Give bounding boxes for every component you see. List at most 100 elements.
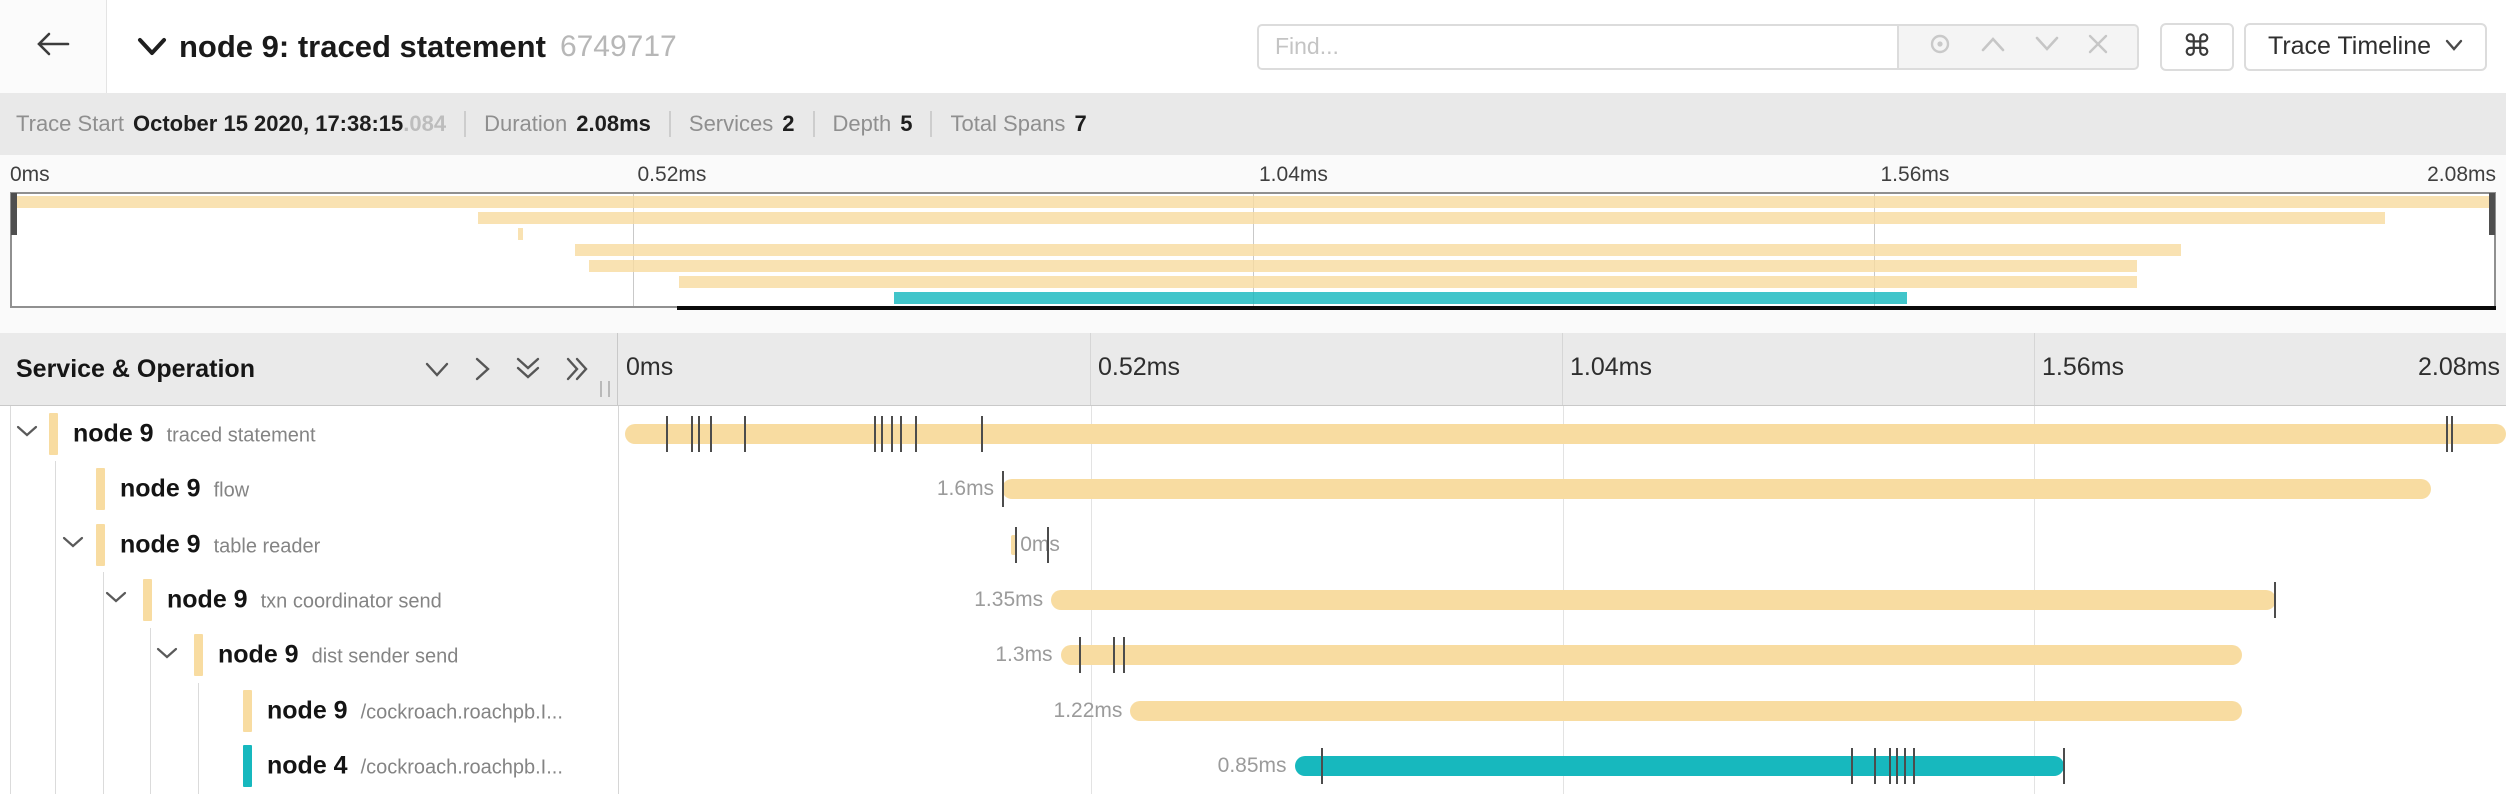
span-tree-item[interactable]: node 9/cockroach.roachpb.I... xyxy=(0,683,618,738)
span-log-tick xyxy=(881,415,884,452)
span-tree-item[interactable]: node 9 table reader xyxy=(0,517,618,572)
span-bar[interactable] xyxy=(1002,479,2431,500)
next-match-icon[interactable] xyxy=(2034,35,2060,58)
service-color-block xyxy=(194,634,203,677)
span-log-tick xyxy=(1122,637,1125,674)
back-arrow-icon xyxy=(36,31,70,62)
span-bar-row[interactable]: 1.35ms xyxy=(619,572,2506,627)
span-duration-label: 0ms xyxy=(1020,532,1060,556)
expand-all-icon[interactable] xyxy=(565,356,591,382)
span-tree-item[interactable]: node 9 dist sender send xyxy=(0,628,618,683)
collapse-title-chevron-icon[interactable] xyxy=(137,37,167,56)
timeline-header-left: Service & Operation xyxy=(0,333,618,405)
service-name: node 4/cockroach.roachpb.I... xyxy=(267,751,563,780)
span-log-tick xyxy=(2273,581,2276,618)
span-bar-row[interactable]: 1.3ms xyxy=(619,628,2506,683)
timeline-header: Service & Operation 0ms xyxy=(0,333,2506,406)
ruler-tick: 0ms xyxy=(626,353,674,381)
header-controls: ⌘ Trace Timeline xyxy=(1256,22,2487,71)
chevron-down-icon[interactable] xyxy=(105,590,127,609)
timeline-header-ruler: 0ms 0.52ms 1.04ms 1.56ms 2.08ms xyxy=(618,333,2506,405)
service-color-block xyxy=(243,745,252,788)
summary-services: Services 2 xyxy=(668,111,795,137)
trace-summary-bar: Trace Start October 15 2020, 17:38:15 .0… xyxy=(0,93,2506,155)
span-bar[interactable] xyxy=(1060,645,2242,666)
ruler-tick: 1.56ms xyxy=(2042,353,2124,381)
span-bar[interactable] xyxy=(1294,756,2065,777)
collapse-all-icon[interactable] xyxy=(424,361,450,378)
span-log-tick xyxy=(1320,748,1323,785)
span-log-tick xyxy=(1079,637,1082,674)
span-log-tick xyxy=(698,415,701,452)
span-log-tick xyxy=(981,415,984,452)
minimap-span xyxy=(15,196,2491,208)
locate-icon[interactable] xyxy=(1927,31,1953,62)
span-log-tick xyxy=(2445,415,2448,452)
service-name: node 9 txn coordinator send xyxy=(167,585,442,614)
operation-name: table reader xyxy=(213,535,321,558)
chevron-down-icon[interactable] xyxy=(62,535,84,554)
span-bar-row[interactable]: 1.22ms xyxy=(619,683,2506,738)
span-log-tick xyxy=(2062,748,2065,785)
service-name: node 9 traced statement xyxy=(73,419,316,448)
span-bar[interactable] xyxy=(1130,700,2242,721)
span-bar-row[interactable]: 1.6ms xyxy=(619,461,2506,516)
span-log-tick xyxy=(709,415,712,452)
ruler-gridline xyxy=(1562,333,1563,405)
span-log-tick xyxy=(1913,748,1916,785)
operation-name: dist sender send xyxy=(311,645,459,668)
axis-tick: 1.56ms xyxy=(1880,163,1950,186)
service-color-block xyxy=(143,578,152,621)
expand-one-icon[interactable] xyxy=(474,356,491,382)
find-input[interactable] xyxy=(1256,23,1897,70)
span-bar-row[interactable] xyxy=(619,406,2506,461)
page-header: node 9: traced statement 6749717 xyxy=(0,0,2506,93)
right-scrubber-handle[interactable] xyxy=(2489,193,2495,235)
span-rows-area: node 9 traced statement node 9 flow node 9 ta… xyxy=(0,406,2506,794)
span-tree-item[interactable]: node 9 txn coordinator send xyxy=(0,572,618,627)
span-log-tick xyxy=(915,415,918,452)
span-duration-label: 1.35ms xyxy=(974,587,1044,611)
minimap-span xyxy=(15,228,2491,240)
span-bar[interactable] xyxy=(1011,534,1017,555)
span-tree-item[interactable]: node 4/cockroach.roachpb.I... xyxy=(0,739,618,794)
collapse-deep-icon[interactable] xyxy=(515,356,541,382)
minimap-span xyxy=(15,292,2491,304)
span-bar[interactable] xyxy=(1051,589,2276,610)
span-bar[interactable] xyxy=(624,423,2506,444)
view-selector-label: Trace Timeline xyxy=(2267,32,2431,60)
service-color-block xyxy=(243,689,252,732)
left-scrubber-handle[interactable] xyxy=(11,193,17,235)
operation-name: txn coordinator send xyxy=(260,590,442,613)
summary-depth: Depth 5 xyxy=(812,111,912,137)
operation-name: /cockroach.roachpb.I... xyxy=(360,756,563,779)
span-bars-pane: 1.6ms 0ms 1.35ms 1.3ms 1.22ms 0.85ms xyxy=(618,406,2506,794)
span-duration-label: 0.85ms xyxy=(1217,754,1287,778)
span-log-tick xyxy=(1113,637,1116,674)
span-log-tick xyxy=(743,415,746,452)
axis-tick: 0ms xyxy=(10,163,50,186)
span-tree-item[interactable]: node 9 traced statement xyxy=(0,406,618,461)
view-selector-button[interactable]: Trace Timeline xyxy=(2243,22,2487,71)
chevron-down-icon[interactable] xyxy=(156,646,178,665)
trace-minimap[interactable] xyxy=(10,192,2496,310)
column-resizer-grip[interactable] xyxy=(600,381,610,397)
prev-match-icon[interactable] xyxy=(1980,35,2006,58)
span-bar-row[interactable]: 0ms xyxy=(619,517,2506,572)
page-title: node 9: traced statement xyxy=(179,28,546,64)
indent-guide xyxy=(198,683,199,794)
service-name: node 9/cockroach.roachpb.I... xyxy=(267,696,563,725)
span-bar-row[interactable]: 0.85ms xyxy=(619,739,2506,794)
keyboard-shortcuts-button[interactable]: ⌘ xyxy=(2159,22,2234,71)
span-tree-item[interactable]: node 9 flow xyxy=(0,461,618,516)
minimap-spans xyxy=(15,196,2491,308)
clear-find-icon[interactable] xyxy=(2087,33,2109,60)
chevron-down-icon[interactable] xyxy=(16,424,38,443)
back-button[interactable] xyxy=(0,0,107,93)
chevron-down-icon xyxy=(2431,38,2463,56)
service-name: node 9 flow xyxy=(120,474,250,503)
summary-trace-start: Trace Start October 15 2020, 17:38:15 .0… xyxy=(16,111,447,136)
ruler-gridline xyxy=(2034,333,2035,405)
indent-guide xyxy=(10,406,11,794)
